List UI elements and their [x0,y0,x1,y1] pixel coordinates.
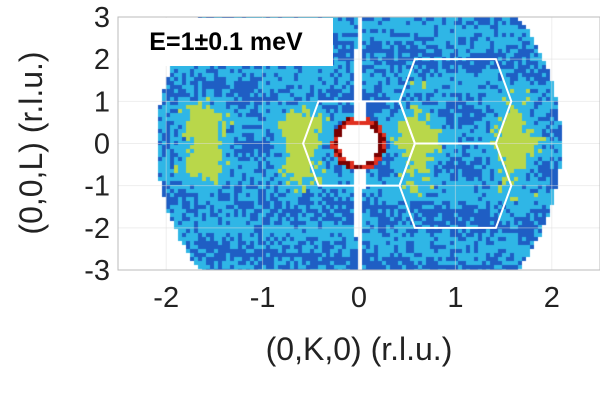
y-tick-label: -2 [84,213,110,245]
y-tick-label: 0 [94,129,110,161]
y-tick-label: 2 [94,44,110,76]
y-tick-label: 1 [94,86,110,118]
x-tick-label: -1 [250,282,276,314]
energy-label: E=1±0.1 meV [119,18,333,66]
y-tick-label: -1 [84,171,110,203]
brillouin-zone-hexagon [398,142,513,229]
x-tick-label: -2 [153,282,179,314]
y-tick-label: 3 [94,2,110,34]
y-axis-label: (0,0,L) (r.l.u.) [13,51,49,234]
x-tick-label: 0 [351,282,367,314]
x-tick-label: 2 [544,282,560,314]
plot-frame [117,16,600,271]
x-axis-label: (0,K,0) (r.l.u.) [266,331,453,367]
x-tick-label: 1 [447,282,463,314]
y-tick-label: -3 [84,255,110,287]
